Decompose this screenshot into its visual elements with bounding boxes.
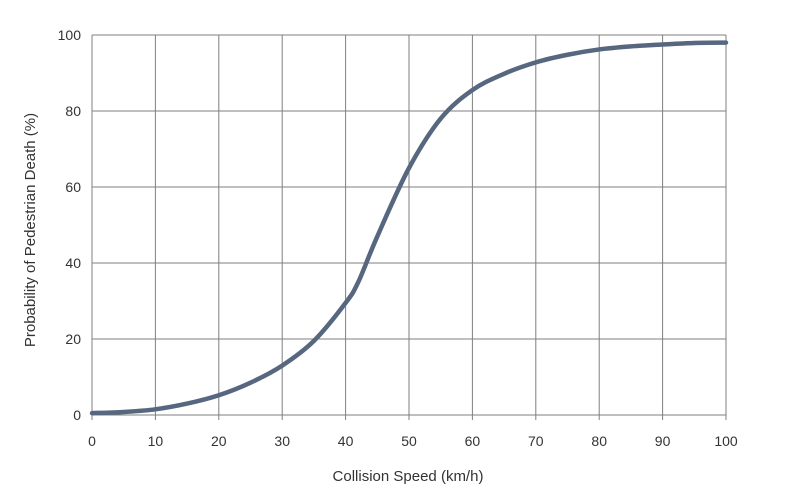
x-tick-label: 40: [338, 433, 354, 449]
x-tick-label: 80: [591, 433, 607, 449]
y-tick-labels: 0 20 40 60 80 100: [58, 27, 82, 423]
x-tick-labels: 0 10 20 30 40 50 60 70 80 90 100: [88, 433, 738, 449]
x-tick-label: 20: [211, 433, 227, 449]
x-tick-label: 60: [465, 433, 481, 449]
x-axis-title: Collision Speed (km/h): [333, 468, 484, 485]
y-tick-label: 80: [65, 103, 81, 119]
x-tick-label: 30: [274, 433, 290, 449]
y-tick-label: 20: [65, 331, 81, 347]
x-tick-label: 70: [528, 433, 544, 449]
y-tick-label: 0: [73, 407, 81, 423]
y-tick-label: 60: [65, 179, 81, 195]
series-line-death-probability: [89, 40, 729, 416]
x-tick-label: 100: [714, 433, 738, 449]
x-tick-label: 50: [401, 433, 417, 449]
x-tick-label: 10: [148, 433, 164, 449]
x-tick-label: 90: [655, 433, 671, 449]
y-tick-label: 100: [58, 27, 82, 43]
y-tick-label: 40: [65, 255, 81, 271]
y-axis-title: Probability of Pedestrian Death (%): [22, 113, 39, 347]
grid: [91, 34, 727, 420]
x-tick-label: 0: [88, 433, 96, 449]
